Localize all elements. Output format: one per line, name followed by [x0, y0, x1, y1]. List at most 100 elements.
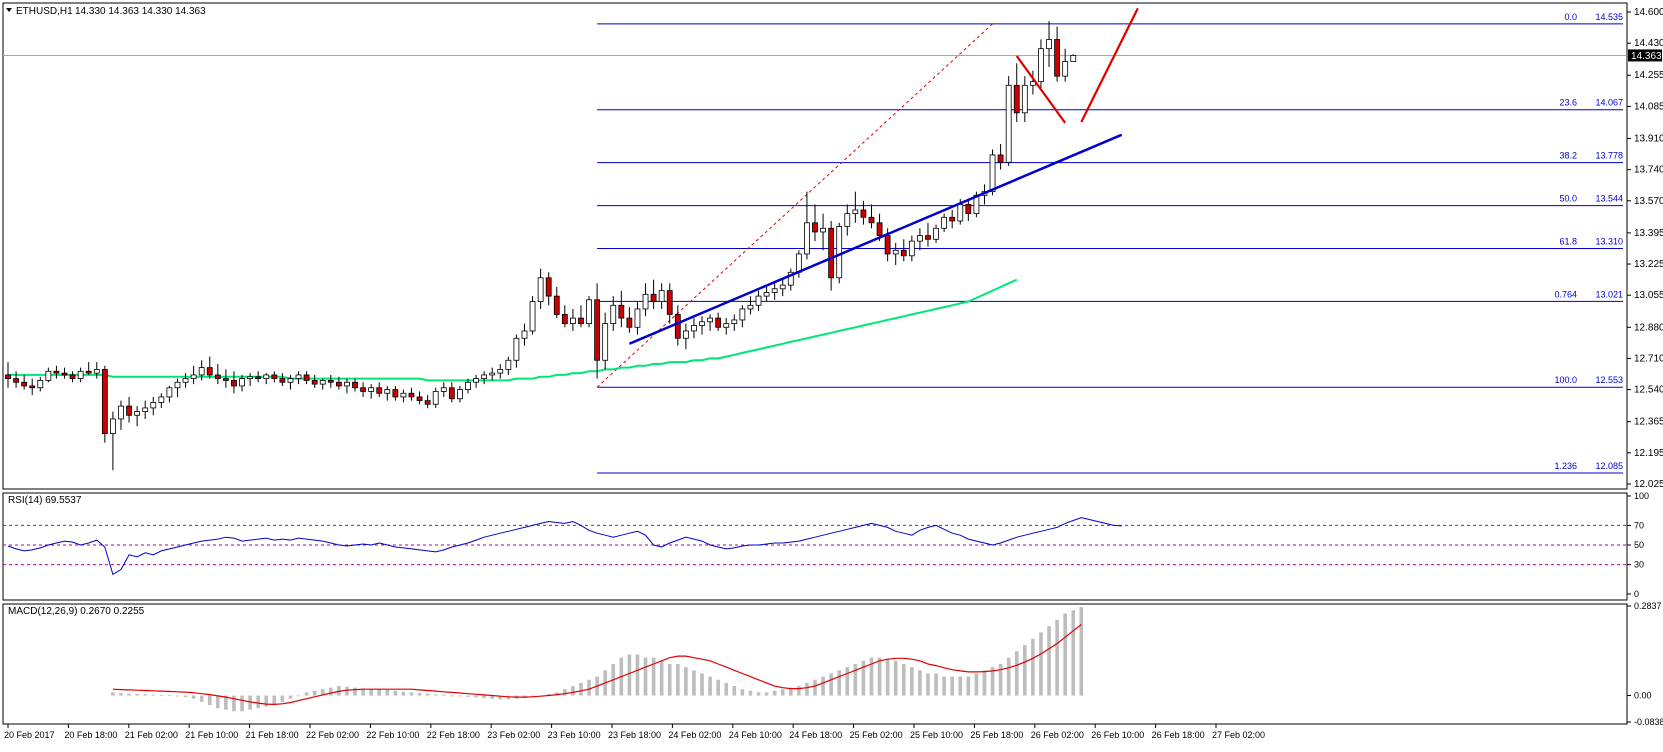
macd-histogram-bar [183, 695, 188, 698]
macd-panel-frame [2, 603, 1628, 725]
macd-histogram-bar [813, 679, 817, 696]
candle-body [214, 374, 221, 380]
candle-body [166, 387, 173, 398]
fib-ratio-label: 50.0 [1559, 194, 1577, 204]
macd-histogram-bar [716, 679, 720, 696]
macd-histogram-bar [740, 689, 745, 696]
macd-histogram-bar [111, 692, 115, 696]
price-y-tick-label: 12.540 [1634, 385, 1663, 396]
macd-histogram-bar [845, 667, 850, 696]
time-tick-label: 22 Feb 10:00 [366, 730, 419, 740]
macd-histogram-bar [256, 695, 260, 709]
chart-header: ETHUSD,H1 14.330 14.363 14.330 14.363 [6, 6, 206, 17]
macd-histogram-bar [1031, 638, 1035, 696]
time-tick-label: 26 Feb 02:00 [1031, 730, 1084, 740]
rsi-y-tick-label: 0 [1634, 589, 1639, 599]
macd-histogram-bar [135, 693, 139, 696]
macd-histogram-bar [240, 695, 244, 712]
candle-body [933, 227, 939, 240]
candle-body [295, 374, 302, 380]
macd-histogram-bar [264, 695, 269, 707]
macd-histogram-bar [966, 676, 971, 696]
price-y-tick-label: 13.055 [1634, 290, 1663, 301]
candle-body [271, 374, 278, 380]
macd-histogram-bar [417, 693, 422, 696]
time-tick-label: 25 Feb 10:00 [910, 730, 963, 740]
candle-body [93, 369, 100, 374]
candle-body [352, 381, 358, 389]
candle-body [594, 299, 601, 361]
candle-body [925, 235, 931, 240]
symbol-label: ETHUSD,H1 [16, 6, 73, 17]
candle-body [602, 323, 609, 361]
macd-histogram-bar [635, 654, 640, 696]
candle-body [424, 400, 431, 405]
fib-value-label: 12.553 [1595, 375, 1623, 385]
candle-body [384, 389, 391, 394]
macd-histogram-bar [385, 689, 390, 696]
macd-histogram-bar [780, 689, 785, 696]
candle-body [497, 369, 504, 374]
candle-body [787, 271, 794, 286]
macd-histogram-bar [554, 692, 559, 696]
current-price-tag [1628, 49, 1662, 62]
candle-body [731, 319, 738, 325]
macd-histogram-bar [207, 695, 212, 706]
candle-body [1054, 39, 1060, 77]
candle-body [715, 317, 722, 328]
candle-body [570, 317, 576, 325]
price-y-tick-label: 12.195 [1634, 448, 1663, 459]
candle-body [578, 317, 584, 325]
macd-histogram-bar [692, 670, 696, 696]
time-tick-label: 25 Feb 02:00 [850, 730, 903, 740]
macd-histogram-bar [425, 693, 430, 696]
candle-body [771, 288, 778, 293]
macd-histogram-bar [958, 676, 963, 696]
macd-histogram-bar [667, 663, 672, 696]
time-tick-label: 23 Feb 10:00 [548, 730, 601, 740]
macd-histogram-bar [191, 695, 196, 699]
macd-histogram-bar [474, 695, 478, 698]
macd-histogram-bar [579, 682, 583, 696]
projection-up-line [1080, 7, 1139, 123]
candle-body [489, 372, 496, 376]
candle-body [158, 396, 165, 403]
fib-value-label: 13.021 [1595, 289, 1623, 299]
rsi-y-tick-label: 70 [1634, 520, 1644, 530]
macd-histogram-bar [853, 663, 858, 696]
time-tick-label: 23 Feb 02:00 [487, 730, 540, 740]
axis-layer: 14.600 14.430 14.255 14.085 13.910 13.740 13.5… [4, 7, 1663, 740]
macd-histogram-bar [861, 660, 866, 696]
candle-body [1038, 48, 1044, 83]
candle-body [965, 204, 972, 215]
dropdown-triangle-icon[interactable] [6, 8, 12, 12]
macd-histogram-bar [990, 667, 995, 696]
price-y-tick-label: 13.570 [1634, 196, 1663, 207]
macd-y-tick-label: -0.0838 [1634, 717, 1663, 727]
rsi-y-tick-label: 50 [1634, 540, 1644, 550]
candle-body [779, 284, 786, 290]
macd-histogram-bar [563, 689, 567, 696]
candle-body [303, 374, 310, 381]
macd-histogram-bar [119, 693, 123, 696]
candle-body [876, 222, 883, 237]
candle-body [198, 367, 205, 376]
macd-histogram-bar [1014, 651, 1019, 696]
fib-value-label: 13.544 [1595, 194, 1623, 204]
fib-value-label: 14.067 [1595, 98, 1623, 108]
macd-histogram-bar [700, 673, 704, 696]
macd-histogram-bar [369, 689, 373, 696]
macd-histogram-bar [482, 695, 486, 699]
macd-histogram-bar [885, 659, 890, 696]
macd-histogram-bar [748, 690, 753, 696]
macd-histogram-bar [1006, 657, 1011, 696]
macd-histogram-bar [506, 695, 511, 700]
candle-body [852, 209, 859, 215]
macd-histogram-bar [143, 694, 147, 696]
candle-body [997, 154, 1004, 163]
macd-histogram-bar [1063, 613, 1067, 696]
macd-histogram-bar [498, 695, 503, 700]
price-layer: 0.0 14.535 23.6 14.067 38.2 13.778 50.0 13.544 6… [3, 7, 1627, 474]
macd-histogram-bar [942, 676, 946, 696]
